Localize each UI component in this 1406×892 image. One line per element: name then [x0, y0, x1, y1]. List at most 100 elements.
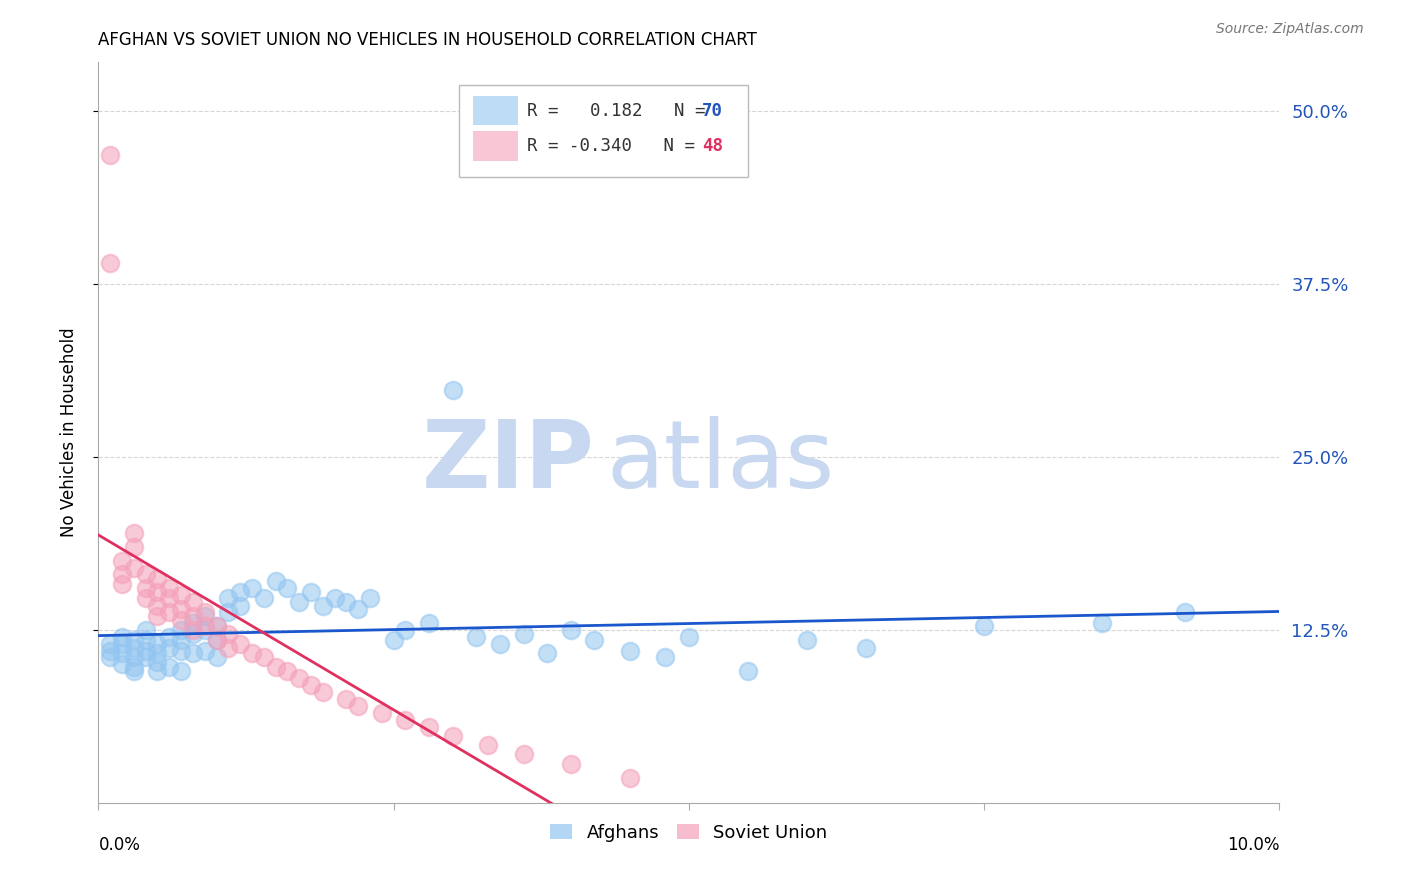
Point [111, 554, 134, 568]
Point [441, 384, 464, 398]
Point [264, 660, 287, 674]
Point [98, 256, 121, 270]
Point [135, 650, 157, 665]
Point [181, 623, 204, 637]
Point [111, 637, 134, 651]
Point [111, 657, 134, 672]
Point [205, 632, 228, 647]
Point [181, 646, 204, 660]
Point [477, 738, 499, 752]
Point [205, 632, 228, 647]
Point [288, 595, 311, 609]
Point [229, 637, 252, 651]
Point [194, 605, 217, 619]
FancyBboxPatch shape [458, 85, 748, 178]
Point [181, 615, 204, 630]
Point [157, 605, 180, 619]
Text: atlas: atlas [606, 417, 835, 508]
Point [170, 623, 193, 637]
Point [335, 595, 357, 609]
Point [146, 609, 169, 624]
Point [135, 582, 157, 596]
Point [217, 591, 239, 605]
Point [299, 678, 322, 692]
Point [323, 591, 346, 605]
Text: 70: 70 [702, 102, 723, 120]
Point [489, 637, 512, 651]
Point [98, 148, 121, 162]
Point [194, 618, 217, 632]
Point [418, 615, 440, 630]
Point [194, 609, 217, 624]
Point [122, 632, 145, 647]
Point [194, 643, 217, 657]
Point [418, 720, 440, 734]
Point [583, 632, 606, 647]
FancyBboxPatch shape [472, 131, 517, 161]
Point [737, 665, 759, 679]
Point [288, 671, 311, 685]
Point [229, 585, 252, 599]
Point [512, 747, 534, 762]
Point [98, 650, 121, 665]
Point [240, 582, 263, 596]
Point [1174, 605, 1197, 619]
Point [217, 627, 239, 641]
Point [560, 757, 582, 772]
Point [111, 646, 134, 660]
Text: R = -0.340   N =: R = -0.340 N = [527, 137, 706, 155]
Point [170, 602, 193, 616]
Point [157, 660, 180, 674]
Point [217, 605, 239, 619]
Point [146, 585, 169, 599]
Point [135, 623, 157, 637]
Point [170, 665, 193, 679]
Point [122, 560, 145, 574]
Point [122, 525, 145, 540]
Point [205, 650, 228, 665]
Point [170, 632, 193, 647]
Point [619, 771, 641, 785]
Point [512, 627, 534, 641]
Point [111, 630, 134, 644]
Point [240, 646, 263, 660]
Point [465, 630, 488, 644]
FancyBboxPatch shape [472, 95, 517, 126]
Point [536, 646, 558, 660]
Text: Source: ZipAtlas.com: Source: ZipAtlas.com [1216, 22, 1364, 37]
Point [347, 602, 370, 616]
Point [855, 640, 877, 655]
Legend: Afghans, Soviet Union: Afghans, Soviet Union [543, 817, 835, 849]
Point [359, 591, 381, 605]
Text: 10.0%: 10.0% [1227, 836, 1279, 855]
Point [347, 698, 370, 713]
Point [181, 609, 204, 624]
Point [170, 643, 193, 657]
Point [146, 646, 169, 660]
Point [181, 595, 204, 609]
Point [441, 730, 464, 744]
Text: 48: 48 [702, 137, 723, 155]
Point [371, 706, 394, 720]
Point [146, 665, 169, 679]
Point [122, 660, 145, 674]
Point [146, 572, 169, 586]
Point [157, 630, 180, 644]
Point [111, 577, 134, 591]
Point [157, 582, 180, 596]
Point [253, 650, 276, 665]
Point [264, 574, 287, 589]
Point [157, 640, 180, 655]
Point [205, 618, 228, 632]
Point [181, 627, 204, 641]
Text: 0.0%: 0.0% [98, 836, 141, 855]
Point [122, 650, 145, 665]
Point [205, 618, 228, 632]
Point [170, 613, 193, 627]
Point [276, 665, 298, 679]
Point [135, 567, 157, 582]
Y-axis label: No Vehicles in Household: No Vehicles in Household [59, 327, 77, 538]
Point [122, 665, 145, 679]
Point [170, 588, 193, 602]
Point [253, 591, 276, 605]
